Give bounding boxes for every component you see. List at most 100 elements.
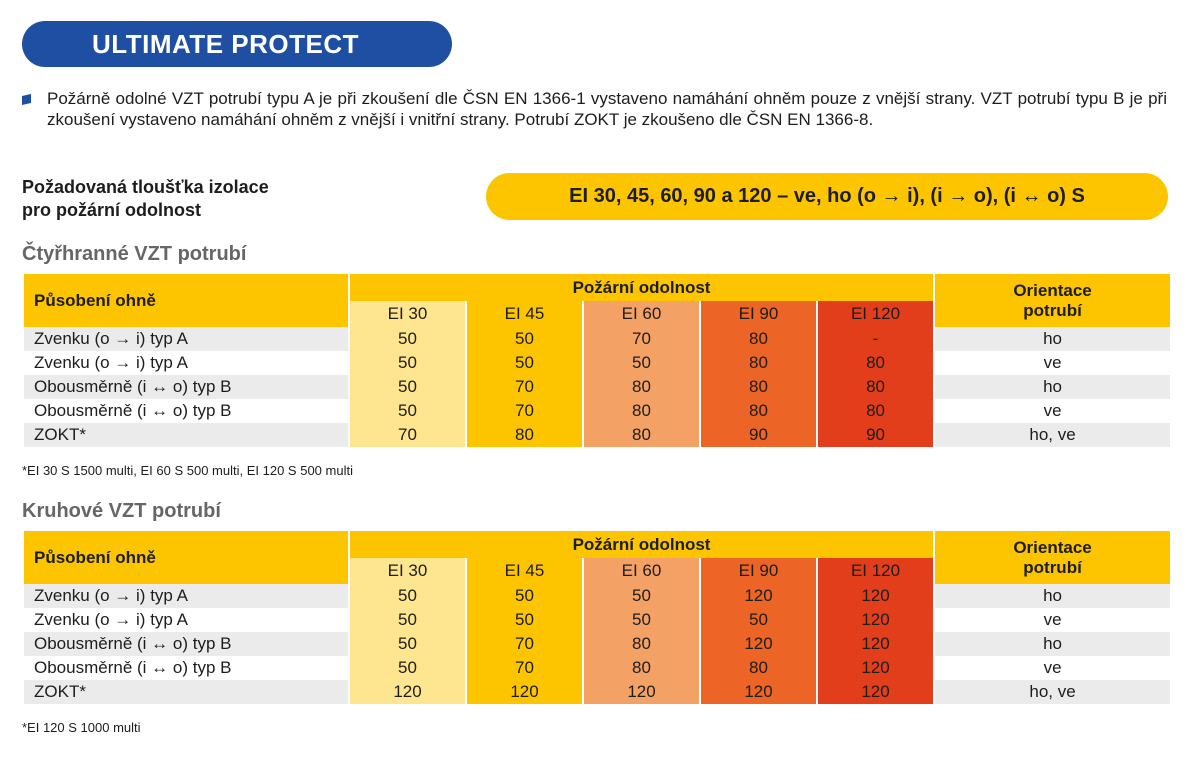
thickness-cell: - <box>818 327 934 351</box>
table-row: Zvenku (o → i) typ A 50 50 50 80 80 ve <box>24 351 1170 375</box>
thickness-cell: 80 <box>701 375 816 399</box>
thickness-cell: 70 <box>467 632 582 656</box>
orientation-header: Orientace potrubí <box>935 274 1171 327</box>
table-row: Obousměrně (i ↔ o) typ B 50 70 80 120 120 ho <box>24 632 1171 656</box>
thickness-cell: 80 <box>467 423 582 447</box>
orientation-cell: ho, ve <box>935 680 1171 704</box>
thickness-cell: 50 <box>584 351 699 375</box>
row-label: Obousměrně (i ↔ o) typ B <box>24 632 348 656</box>
rect-footnote: *EI 30 S 1500 multi, EI 60 S 500 multi, … <box>22 463 353 478</box>
thickness-cell: 50 <box>701 608 816 632</box>
thickness-cell: 80 <box>701 656 816 680</box>
thickness-cell: 50 <box>467 608 582 632</box>
class-header-ei90: EI 90 <box>701 558 816 584</box>
class-header-ei120: EI 120 <box>818 558 934 584</box>
row-label: ZOKT* <box>24 680 348 704</box>
thickness-cell: 120 <box>701 632 816 656</box>
orientation-header-line2: potrubí <box>1023 557 1082 577</box>
orientation-cell: ve <box>1043 610 1062 629</box>
row-label: Obousměrně (i ↔ o) typ B <box>34 401 232 420</box>
thickness-cell: 120 <box>818 680 934 704</box>
thickness-cell: 70 <box>467 399 582 423</box>
page-title: ULTIMATE PROTECT <box>92 29 360 59</box>
thickness-cell: 80 <box>701 351 816 375</box>
thickness-cell: 70 <box>350 423 465 447</box>
class-header-ei60: EI 60 <box>584 301 699 327</box>
thickness-cell: 90 <box>701 423 816 447</box>
class-header-ei90: EI 90 <box>701 301 816 327</box>
thickness-cell: 120 <box>818 632 934 656</box>
thickness-cell: 50 <box>350 327 465 351</box>
orientation-cell: ho <box>935 632 1171 656</box>
thickness-cell: 80 <box>584 632 699 656</box>
thickness-cell: 50 <box>350 399 465 423</box>
round-footnote: *EI 120 S 1000 multi <box>22 720 141 735</box>
table-row: ZOKT* 120 120 120 120 120 ho, ve <box>24 680 1171 704</box>
thickness-cell: 120 <box>818 584 934 608</box>
table-row: Obousměrně (i ↔ o) typ B 50 70 80 80 120 ve <box>24 656 1170 680</box>
thickness-cell: 90 <box>818 423 934 447</box>
bullet-icon <box>22 94 31 105</box>
thickness-cell: 50 <box>584 608 699 632</box>
thickness-cell: 80 <box>584 399 699 423</box>
fire-exposure-header: Působení ohně <box>24 274 348 327</box>
thickness-cell: 50 <box>350 351 465 375</box>
table-row: Zvenku (o → i) typ A 50 50 50 120 120 ho <box>24 584 1171 608</box>
thickness-cell: 80 <box>701 399 816 423</box>
orientation-cell: ho <box>935 375 1171 399</box>
orientation-header-line1: Orientace <box>1013 537 1092 557</box>
fire-resistance-header: Požární odolnost <box>350 274 934 301</box>
thickness-cell: 50 <box>467 327 582 351</box>
thickness-value-pill: EI 30, 45, 60, 90 a 120 – ve, ho (o → i)… <box>486 173 1168 220</box>
orientation-header: Orientace potrubí <box>935 531 1171 584</box>
row-label: Zvenku (o → i) typ A <box>24 327 348 351</box>
thickness-cell: 80 <box>818 399 934 423</box>
row-label: Obousměrně (i ↔ o) typ B <box>34 658 232 677</box>
thickness-cell: 120 <box>584 680 699 704</box>
thickness-label-line2: pro požární odolnost <box>22 200 201 220</box>
thickness-cell: 50 <box>350 584 465 608</box>
thickness-cell: 80 <box>584 375 699 399</box>
row-label: Zvenku (o → i) typ A <box>34 353 188 372</box>
class-header-ei60: EI 60 <box>584 558 699 584</box>
thickness-cell: 50 <box>467 351 582 375</box>
round-duct-table: Působení ohně Požární odolnost Orientace… <box>22 531 1172 704</box>
thickness-cell: 120 <box>818 608 934 632</box>
orientation-cell: ho <box>935 584 1171 608</box>
orientation-header-line2: potrubí <box>1023 300 1082 320</box>
thickness-cell: 50 <box>467 584 582 608</box>
orientation-header-line1: Orientace <box>1013 280 1092 300</box>
thickness-cell: 50 <box>350 632 465 656</box>
orientation-cell: ho <box>935 327 1171 351</box>
rect-duct-table: Působení ohně Požární odolnost Orientace… <box>22 274 1172 447</box>
thickness-cell: 120 <box>350 680 465 704</box>
thickness-cell: 50 <box>350 656 465 680</box>
thickness-cell: 70 <box>467 656 582 680</box>
row-label: Obousměrně (i ↔ o) typ B <box>24 375 348 399</box>
fire-resistance-header: Požární odolnost <box>350 531 934 558</box>
thickness-cell: 50 <box>350 608 465 632</box>
class-header-ei45: EI 45 <box>467 301 582 327</box>
thickness-label-line1: Požadovaná tloušťka izolace <box>22 177 269 197</box>
thickness-cell: 50 <box>584 584 699 608</box>
thickness-cell: 80 <box>584 656 699 680</box>
thickness-cell: 120 <box>701 680 816 704</box>
orientation-cell: ho, ve <box>935 423 1171 447</box>
thickness-cell: 120 <box>818 656 934 680</box>
orientation-cell: ve <box>1043 658 1062 677</box>
row-label: Zvenku (o → i) typ A <box>34 610 188 629</box>
thickness-cell: 50 <box>350 375 465 399</box>
class-header-ei30: EI 30 <box>350 558 465 584</box>
fire-exposure-header: Působení ohně <box>24 531 348 584</box>
thickness-cell: 80 <box>584 423 699 447</box>
class-header-ei30: EI 30 <box>350 301 465 327</box>
table-row: Obousměrně (i ↔ o) typ B 50 70 80 80 80 ho <box>24 375 1171 399</box>
class-header-ei120: EI 120 <box>818 301 934 327</box>
thickness-cell: 80 <box>701 327 816 351</box>
thickness-cell: 70 <box>467 375 582 399</box>
thickness-cell: 120 <box>467 680 582 704</box>
intro-paragraph: Požárně odolné VZT potrubí typu A je při… <box>47 89 1167 129</box>
table-row: ZOKT* 70 80 80 90 90 ho, ve <box>24 423 1171 447</box>
thickness-cell: 120 <box>701 584 816 608</box>
row-label: Zvenku (o → i) typ A <box>24 584 348 608</box>
